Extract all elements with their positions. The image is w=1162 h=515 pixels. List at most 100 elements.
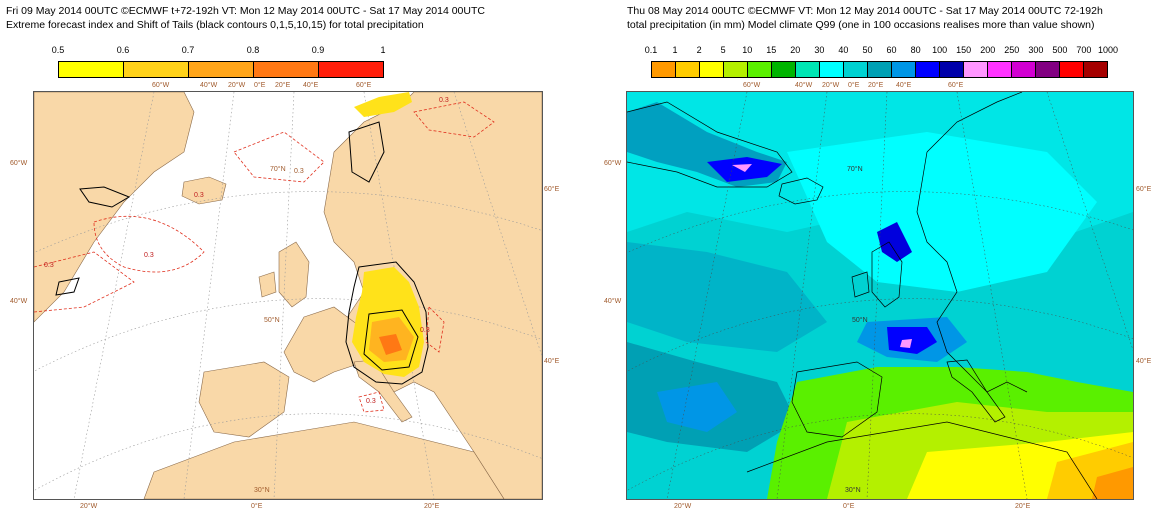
left-contour-label: 0.3 [294, 168, 304, 175]
right-lon-label: 60°W [604, 160, 622, 167]
left-lon-label: 40°E [303, 82, 319, 89]
right-lat-label: 50°N [852, 317, 868, 324]
left-lon-label: 60°W [10, 160, 28, 167]
right-lon-label: 20°W [674, 503, 692, 510]
right-legend-swatch [748, 62, 772, 77]
left-legend-swatch [319, 62, 383, 77]
right-legend-swatch [964, 62, 988, 77]
right-legend-swatch [772, 62, 796, 77]
right-legend-label: 300 [1028, 45, 1044, 55]
right-lon-label: 60°W [743, 82, 761, 89]
right-legend-swatch [820, 62, 844, 77]
left-lat-label: 50°N [264, 317, 280, 324]
right-lon-label: 20°E [868, 82, 884, 89]
left-lat-label: 30°N [254, 487, 270, 494]
right-legend-bar [651, 61, 1108, 78]
left-lon-label: 40°W [200, 82, 218, 89]
right-legend-label: 150 [956, 45, 972, 55]
right-legend-swatch [652, 62, 676, 77]
right-lon-label: 20°E [1015, 503, 1031, 510]
right-lon-label: 60°E [948, 82, 964, 89]
left-legend-label: 0.5 [51, 45, 65, 55]
right-lat-label: 30°N [845, 487, 861, 494]
left-title-line1: Fri 09 May 2014 00UTC ©ECMWF t+72-192h V… [6, 5, 485, 17]
left-lon-label: 60°E [356, 82, 372, 89]
left-lon-label: 60°E [544, 186, 560, 193]
right-legend-label: 500 [1052, 45, 1068, 55]
right-legend-label: 20 [790, 45, 801, 55]
right-legend-swatch [1036, 62, 1060, 77]
right-lon-label: 0°E [843, 503, 855, 510]
left-legend-label: 1 [380, 45, 386, 55]
right-legend-swatch [676, 62, 700, 77]
right-legend-swatch [844, 62, 868, 77]
left-lon-label: 40°W [10, 298, 28, 305]
right-lon-label: 40°E [1136, 358, 1152, 365]
right-legend-label: 40 [838, 45, 849, 55]
right-legend-label: 0.1 [644, 45, 658, 55]
left-legend-swatch [124, 62, 189, 77]
left-title-line2: Extreme forecast index and Shift of Tail… [6, 19, 424, 31]
left-efi-map[interactable]: 0.3 0.3 0.3 0.3 0.3 0.3 0.3 70°N 50°N 30… [33, 91, 543, 500]
right-lon-label: 60°E [1136, 186, 1152, 193]
left-lon-label: 20°E [424, 503, 440, 510]
right-lon-label: 40°E [896, 82, 912, 89]
left-contour-label: 0.3 [44, 262, 54, 269]
right-legend-label: 10 [742, 45, 753, 55]
left-lat-label: 70°N [270, 166, 286, 173]
left-lon-label: 20°W [228, 82, 246, 89]
right-legend-swatch [1060, 62, 1084, 77]
left-legend-label: 0.7 [181, 45, 195, 55]
left-legend-swatch [189, 62, 254, 77]
right-legend-label: 15 [766, 45, 777, 55]
left-contour-label: 0.3 [194, 192, 204, 199]
right-legend-swatch [700, 62, 724, 77]
right-legend-label: 100 [932, 45, 948, 55]
right-climate-map[interactable]: 70°N 50°N 30°N [626, 91, 1134, 500]
right-legend-swatch [1012, 62, 1036, 77]
left-lon-label: 0°E [251, 503, 263, 510]
right-legend-swatch [892, 62, 916, 77]
right-legend-label: 30 [814, 45, 825, 55]
right-legend-label: 1000 [1097, 45, 1119, 55]
right-lon-label: 20°W [822, 82, 840, 89]
left-contour-label: 0.3 [420, 327, 430, 334]
left-lon-label: 20°E [275, 82, 291, 89]
left-legend-swatch [254, 62, 319, 77]
right-legend-swatch [1084, 62, 1107, 77]
right-legend-label: 1 [672, 45, 678, 55]
left-lon-label: 60°W [152, 82, 170, 89]
left-map-canvas [34, 92, 542, 499]
right-legend-label: 80 [910, 45, 921, 55]
left-lon-label: 20°W [80, 503, 98, 510]
right-map-canvas [627, 92, 1133, 499]
right-title-line1: Thu 08 May 2014 00UTC ©ECMWF VT: Mon 12 … [627, 5, 1103, 17]
right-legend-swatch [916, 62, 940, 77]
left-contour-label: 0.3 [144, 252, 154, 259]
right-lat-label: 70°N [847, 166, 863, 173]
left-lon-label: 0°E [254, 82, 266, 89]
left-legend-label: 0.8 [246, 45, 260, 55]
right-lon-label: 0°E [848, 82, 860, 89]
right-legend-swatch [796, 62, 820, 77]
right-legend-swatch [940, 62, 964, 77]
right-legend-label: 2 [696, 45, 702, 55]
right-legend-swatch [868, 62, 892, 77]
right-legend-label: 5 [720, 45, 726, 55]
right-legend-swatch [988, 62, 1012, 77]
left-lon-label: 40°E [544, 358, 560, 365]
left-legend-swatch [59, 62, 124, 77]
right-legend-label: 250 [1004, 45, 1020, 55]
right-lon-label: 40°W [604, 298, 622, 305]
right-legend-swatch [724, 62, 748, 77]
left-legend-label: 0.6 [116, 45, 130, 55]
left-legend-bar [58, 61, 384, 78]
right-legend-label: 50 [862, 45, 873, 55]
right-legend-label: 700 [1076, 45, 1092, 55]
left-legend-label: 0.9 [311, 45, 325, 55]
left-contour-label: 0.3 [439, 97, 449, 104]
right-title-line2: total precipitation (in mm) Model climat… [627, 19, 1095, 31]
right-legend-label: 200 [980, 45, 996, 55]
right-lon-label: 40°W [795, 82, 813, 89]
right-legend-label: 60 [886, 45, 897, 55]
